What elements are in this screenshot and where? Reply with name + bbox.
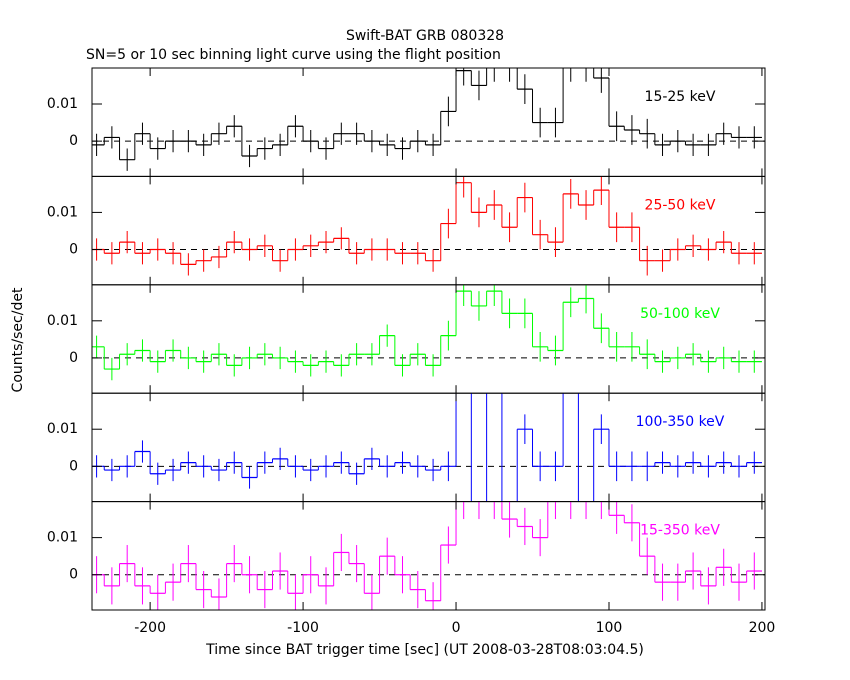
chart-subtitle: SN=5 or 10 sec binning light curve using… — [86, 47, 501, 63]
legend-label: 25-50 keV — [645, 197, 716, 213]
y-tick-label: 0 — [69, 458, 78, 474]
x-tick-label: -200 — [134, 620, 166, 636]
panel — [92, 501, 765, 611]
legend-label: 15-350 keV — [640, 523, 720, 539]
x-axis-label: Time since BAT trigger time [sec] (UT 20… — [205, 642, 644, 658]
x-tick-label: 0 — [452, 620, 461, 636]
y-tick-label: 0.01 — [47, 204, 78, 220]
panel-frame — [91, 501, 766, 611]
chart-title: Swift-BAT GRB 080328 — [346, 28, 504, 44]
x-tick-label: 200 — [749, 620, 776, 636]
y-tick-label: 0.01 — [47, 421, 78, 437]
panel — [92, 284, 765, 381]
panel — [92, 68, 765, 171]
y-tick-label: 0 — [69, 133, 78, 149]
y-tick-label: 0.01 — [47, 530, 78, 546]
x-tick-label: 100 — [596, 620, 623, 636]
x-tick-label: -100 — [287, 620, 319, 636]
y-tick-label: 0.01 — [47, 96, 78, 112]
y-tick-label: 0 — [69, 242, 78, 258]
y-axis-label: Counts/sec/det — [10, 287, 26, 392]
panel — [92, 176, 765, 276]
legend-label: 50-100 keV — [640, 306, 720, 322]
legend-label: 100-350 keV — [636, 414, 725, 430]
y-tick-label: 0 — [69, 567, 78, 583]
y-tick-label: 0 — [69, 350, 78, 366]
legend-label: 15-25 keV — [645, 89, 716, 105]
panel — [92, 393, 765, 502]
panel-frame — [91, 284, 766, 394]
y-tick-label: 0.01 — [47, 313, 78, 329]
panel-frame — [91, 175, 766, 286]
panel-frame — [91, 67, 766, 177]
panel-frame — [91, 392, 766, 503]
